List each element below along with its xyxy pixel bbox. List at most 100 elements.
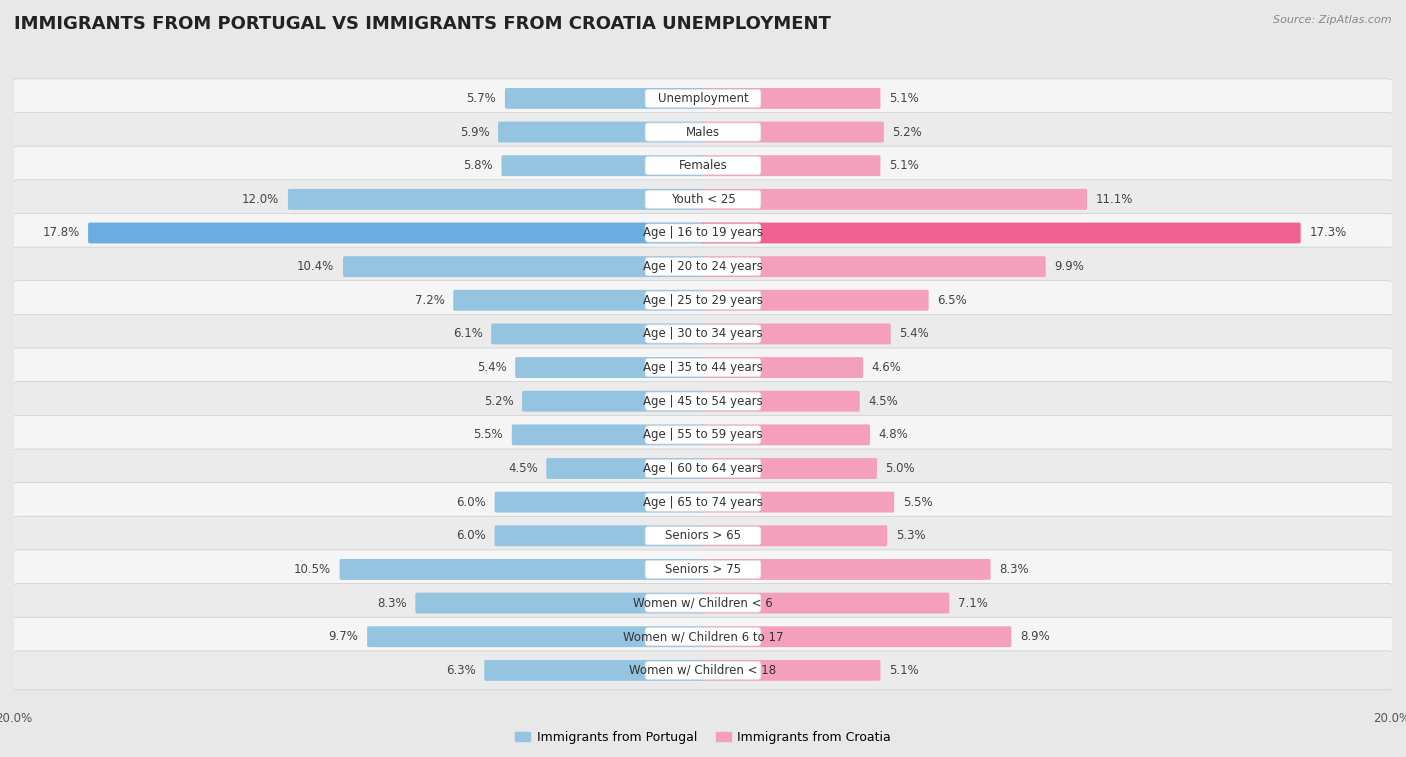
FancyBboxPatch shape bbox=[645, 662, 761, 680]
FancyBboxPatch shape bbox=[367, 626, 704, 647]
FancyBboxPatch shape bbox=[645, 527, 761, 545]
Text: 5.7%: 5.7% bbox=[467, 92, 496, 105]
FancyBboxPatch shape bbox=[495, 492, 704, 512]
Text: 11.1%: 11.1% bbox=[1095, 193, 1133, 206]
Text: Age | 65 to 74 years: Age | 65 to 74 years bbox=[643, 496, 763, 509]
Text: Women w/ Children < 6: Women w/ Children < 6 bbox=[633, 597, 773, 609]
Text: 12.0%: 12.0% bbox=[242, 193, 280, 206]
FancyBboxPatch shape bbox=[491, 323, 704, 344]
FancyBboxPatch shape bbox=[13, 314, 1393, 354]
FancyBboxPatch shape bbox=[702, 223, 1301, 244]
FancyBboxPatch shape bbox=[702, 458, 877, 479]
Text: 17.3%: 17.3% bbox=[1309, 226, 1347, 239]
Text: 5.1%: 5.1% bbox=[889, 159, 918, 172]
FancyBboxPatch shape bbox=[645, 493, 761, 511]
FancyBboxPatch shape bbox=[645, 325, 761, 343]
FancyBboxPatch shape bbox=[13, 113, 1393, 151]
Text: 10.4%: 10.4% bbox=[297, 260, 335, 273]
FancyBboxPatch shape bbox=[702, 626, 1011, 647]
FancyBboxPatch shape bbox=[288, 189, 704, 210]
FancyBboxPatch shape bbox=[645, 89, 761, 107]
Text: 7.2%: 7.2% bbox=[415, 294, 444, 307]
Text: 5.5%: 5.5% bbox=[474, 428, 503, 441]
Text: 8.9%: 8.9% bbox=[1019, 631, 1050, 643]
FancyBboxPatch shape bbox=[547, 458, 704, 479]
FancyBboxPatch shape bbox=[702, 492, 894, 512]
FancyBboxPatch shape bbox=[702, 155, 880, 176]
Text: Age | 35 to 44 years: Age | 35 to 44 years bbox=[643, 361, 763, 374]
FancyBboxPatch shape bbox=[13, 247, 1393, 286]
FancyBboxPatch shape bbox=[702, 660, 880, 681]
FancyBboxPatch shape bbox=[13, 79, 1393, 118]
FancyBboxPatch shape bbox=[645, 560, 761, 578]
FancyBboxPatch shape bbox=[13, 617, 1393, 656]
FancyBboxPatch shape bbox=[13, 584, 1393, 622]
FancyBboxPatch shape bbox=[343, 256, 704, 277]
FancyBboxPatch shape bbox=[645, 359, 761, 377]
Text: 6.3%: 6.3% bbox=[446, 664, 475, 677]
Text: 5.8%: 5.8% bbox=[463, 159, 494, 172]
FancyBboxPatch shape bbox=[13, 550, 1393, 589]
FancyBboxPatch shape bbox=[13, 213, 1393, 253]
FancyBboxPatch shape bbox=[645, 157, 761, 175]
Text: 5.0%: 5.0% bbox=[886, 462, 915, 475]
FancyBboxPatch shape bbox=[13, 449, 1393, 488]
Text: Age | 30 to 34 years: Age | 30 to 34 years bbox=[643, 328, 763, 341]
FancyBboxPatch shape bbox=[13, 281, 1393, 319]
Text: Women w/ Children 6 to 17: Women w/ Children 6 to 17 bbox=[623, 631, 783, 643]
FancyBboxPatch shape bbox=[13, 651, 1393, 690]
FancyBboxPatch shape bbox=[702, 290, 928, 310]
FancyBboxPatch shape bbox=[515, 357, 704, 378]
FancyBboxPatch shape bbox=[484, 660, 704, 681]
FancyBboxPatch shape bbox=[702, 357, 863, 378]
Text: Seniors > 65: Seniors > 65 bbox=[665, 529, 741, 542]
FancyBboxPatch shape bbox=[702, 323, 891, 344]
FancyBboxPatch shape bbox=[13, 146, 1393, 185]
FancyBboxPatch shape bbox=[645, 291, 761, 310]
FancyBboxPatch shape bbox=[502, 155, 704, 176]
Text: 5.5%: 5.5% bbox=[903, 496, 932, 509]
FancyBboxPatch shape bbox=[13, 180, 1393, 219]
FancyBboxPatch shape bbox=[522, 391, 704, 412]
Text: 9.9%: 9.9% bbox=[1054, 260, 1084, 273]
Text: 6.1%: 6.1% bbox=[453, 328, 482, 341]
Text: 4.5%: 4.5% bbox=[508, 462, 537, 475]
Text: 4.5%: 4.5% bbox=[869, 394, 898, 408]
FancyBboxPatch shape bbox=[495, 525, 704, 547]
FancyBboxPatch shape bbox=[702, 122, 884, 142]
Text: Seniors > 75: Seniors > 75 bbox=[665, 563, 741, 576]
Text: 8.3%: 8.3% bbox=[377, 597, 406, 609]
Text: Age | 20 to 24 years: Age | 20 to 24 years bbox=[643, 260, 763, 273]
FancyBboxPatch shape bbox=[505, 88, 704, 109]
Text: 9.7%: 9.7% bbox=[329, 631, 359, 643]
Text: Source: ZipAtlas.com: Source: ZipAtlas.com bbox=[1274, 15, 1392, 25]
FancyBboxPatch shape bbox=[702, 593, 949, 613]
Text: 6.0%: 6.0% bbox=[456, 529, 486, 542]
FancyBboxPatch shape bbox=[645, 594, 761, 612]
Text: 5.2%: 5.2% bbox=[893, 126, 922, 139]
FancyBboxPatch shape bbox=[415, 593, 704, 613]
Text: 5.2%: 5.2% bbox=[484, 394, 513, 408]
FancyBboxPatch shape bbox=[13, 348, 1393, 387]
FancyBboxPatch shape bbox=[702, 189, 1087, 210]
Text: 17.8%: 17.8% bbox=[42, 226, 80, 239]
Text: IMMIGRANTS FROM PORTUGAL VS IMMIGRANTS FROM CROATIA UNEMPLOYMENT: IMMIGRANTS FROM PORTUGAL VS IMMIGRANTS F… bbox=[14, 15, 831, 33]
FancyBboxPatch shape bbox=[13, 416, 1393, 454]
FancyBboxPatch shape bbox=[453, 290, 704, 310]
FancyBboxPatch shape bbox=[13, 382, 1393, 421]
FancyBboxPatch shape bbox=[702, 425, 870, 445]
Text: Females: Females bbox=[679, 159, 727, 172]
Text: Youth < 25: Youth < 25 bbox=[671, 193, 735, 206]
FancyBboxPatch shape bbox=[89, 223, 704, 244]
FancyBboxPatch shape bbox=[645, 257, 761, 276]
Text: Age | 16 to 19 years: Age | 16 to 19 years bbox=[643, 226, 763, 239]
Text: 6.0%: 6.0% bbox=[456, 496, 486, 509]
FancyBboxPatch shape bbox=[702, 525, 887, 547]
Text: 5.4%: 5.4% bbox=[477, 361, 506, 374]
FancyBboxPatch shape bbox=[645, 224, 761, 242]
Text: Unemployment: Unemployment bbox=[658, 92, 748, 105]
Text: 8.3%: 8.3% bbox=[1000, 563, 1029, 576]
FancyBboxPatch shape bbox=[13, 516, 1393, 556]
Text: 10.5%: 10.5% bbox=[294, 563, 330, 576]
FancyBboxPatch shape bbox=[645, 190, 761, 208]
